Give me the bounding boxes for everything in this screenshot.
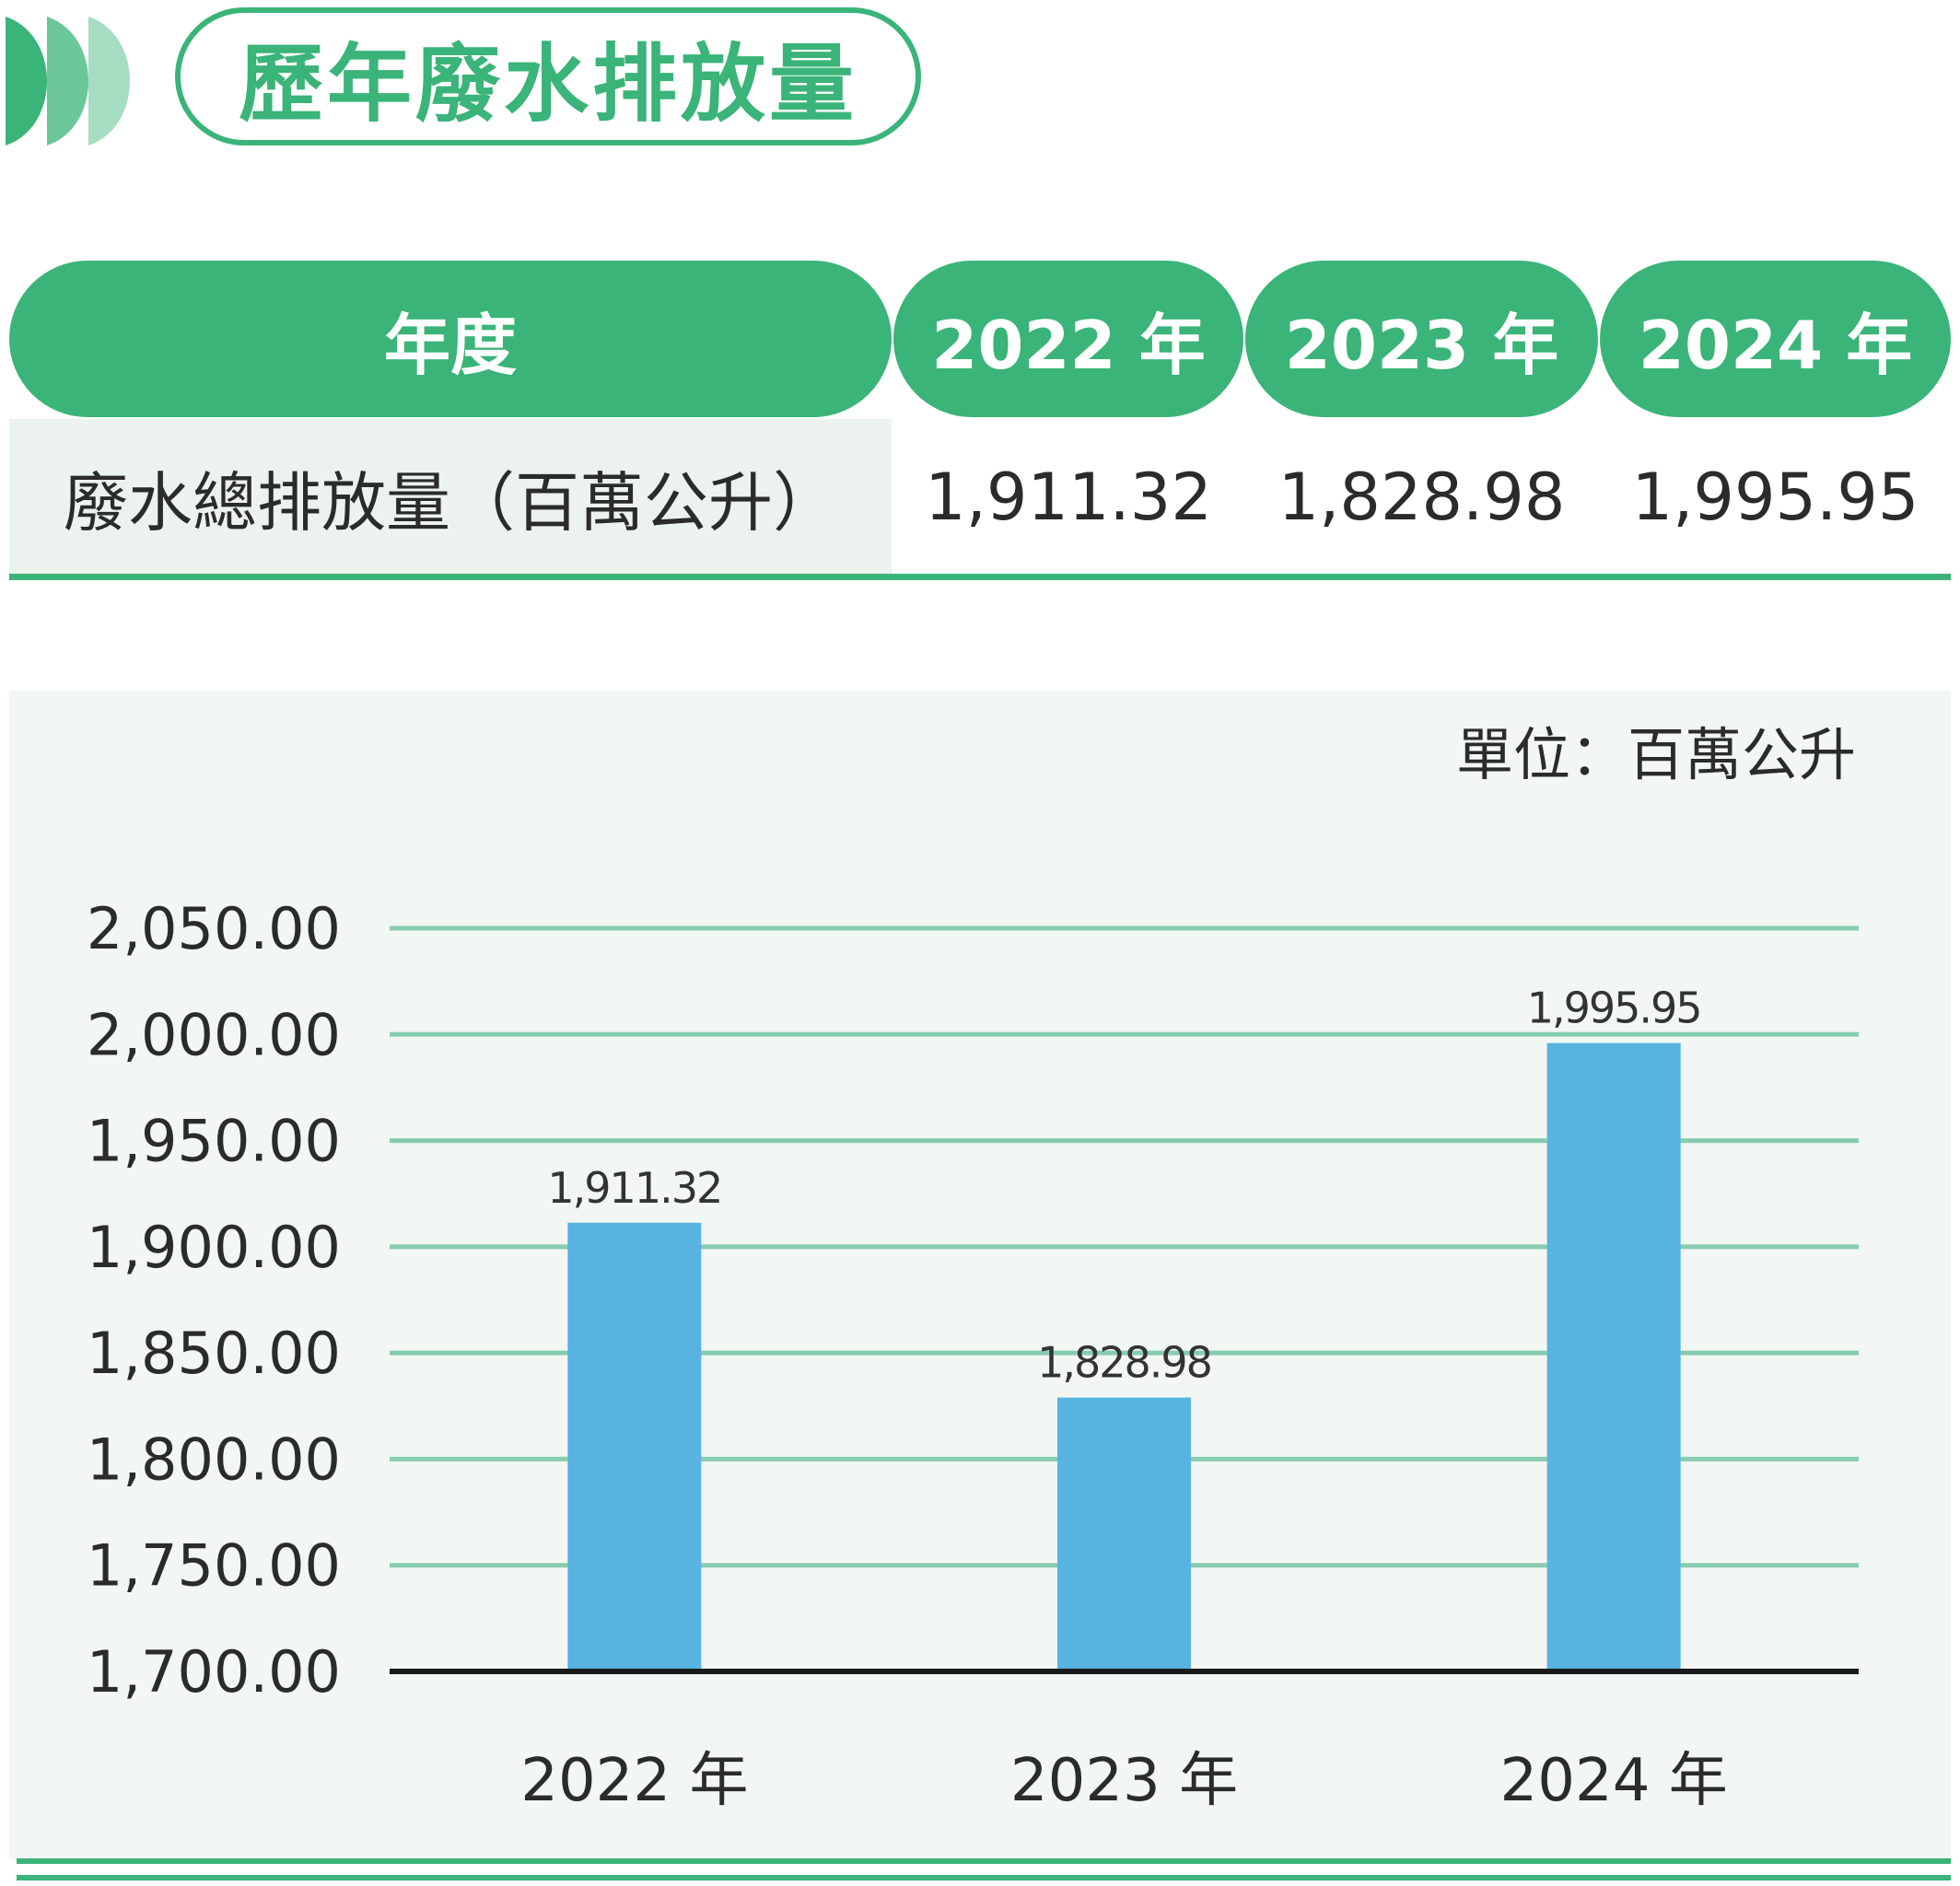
y-tick-label: 2,050.00 xyxy=(87,895,341,962)
table-cell-2022: 1,911.32 xyxy=(925,460,1212,535)
bottom-rule-1 xyxy=(17,1858,1951,1864)
table-row-label-background xyxy=(9,419,892,576)
table-cell-2024: 1,995.95 xyxy=(1631,460,1919,535)
y-tick-label: 1,950.00 xyxy=(87,1108,341,1175)
bar-value-label: 1,828.98 xyxy=(1037,1338,1211,1388)
y-tick-label: 1,800.00 xyxy=(87,1426,341,1493)
bar xyxy=(1546,1042,1681,1671)
x-tick-label: 2024 年 xyxy=(1500,1747,1728,1815)
table-header-2023: 2023 年 xyxy=(1245,261,1598,417)
chevron-decoration-icon xyxy=(6,17,130,146)
unit-label: 單位：百萬公升 xyxy=(1456,721,1856,788)
y-tick-label: 2,000.00 xyxy=(87,1001,341,1068)
table-header-2022: 2022 年 xyxy=(893,261,1243,417)
title-pill: 歷年廢水排放量 xyxy=(175,7,921,146)
y-tick-label: 1,900.00 xyxy=(87,1214,341,1281)
x-tick-label: 2022 年 xyxy=(520,1747,748,1815)
table-header-year: 年度 xyxy=(9,261,892,417)
y-tick-label: 1,700.00 xyxy=(87,1638,341,1706)
page-title: 歷年廢水排放量 xyxy=(238,34,858,134)
table-cell-2023: 1,828.98 xyxy=(1278,460,1566,535)
bar-chart: 單位：百萬公升 1,700.00 1,750.00 1,800.00 1,850.00 1… xyxy=(87,721,1859,1815)
x-tick-label: 2023 年 xyxy=(1010,1747,1238,1815)
table-bottom-rule xyxy=(9,574,1951,580)
bar-value-label: 1,995.95 xyxy=(1527,984,1701,1033)
y-tick-label: 1,750.00 xyxy=(87,1532,341,1600)
bar xyxy=(567,1222,702,1671)
bottom-rule-2 xyxy=(17,1875,1951,1880)
bar-value-label: 1,911.32 xyxy=(547,1163,721,1213)
table-header-2024: 2024 年 xyxy=(1600,261,1951,417)
y-tick-label: 1,850.00 xyxy=(87,1320,341,1387)
bar xyxy=(1057,1397,1191,1671)
table-row-label: 廢水總排放量（百萬公升） xyxy=(64,464,837,541)
